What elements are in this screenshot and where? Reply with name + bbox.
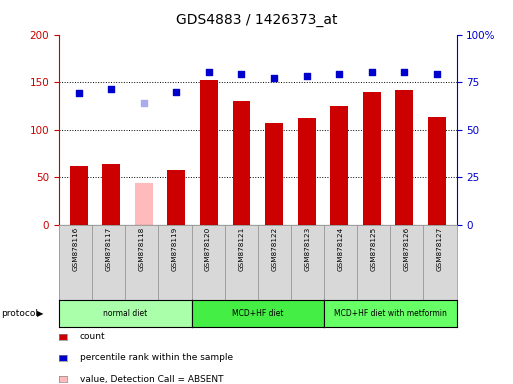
Point (303, 73, 311, 79)
Point (400, 69, 408, 75)
Point (368, 69, 376, 75)
Bar (232, 101, 250, 225)
Text: ▶: ▶ (37, 309, 44, 318)
Point (238, 71, 246, 78)
Text: GSM878126: GSM878126 (404, 227, 410, 271)
Point (140, 100, 148, 106)
Text: protocol: protocol (1, 309, 38, 318)
Bar (135, 183, 153, 225)
Text: percentile rank within the sample: percentile rank within the sample (80, 353, 232, 362)
Text: MCD+HF diet: MCD+HF diet (232, 309, 284, 318)
Text: GSM878124: GSM878124 (338, 227, 344, 271)
Bar (200, 80, 218, 225)
Point (270, 75, 278, 81)
Point (172, 89, 181, 95)
Text: GSM878121: GSM878121 (238, 227, 244, 271)
Text: GSM878118: GSM878118 (139, 227, 145, 271)
Text: GSM878127: GSM878127 (437, 227, 443, 271)
Text: count: count (80, 332, 105, 341)
Point (107, 86, 115, 92)
Bar (167, 169, 185, 225)
Bar (330, 106, 348, 225)
Text: GSM878122: GSM878122 (271, 227, 278, 271)
Point (433, 71, 441, 78)
Text: GSM878119: GSM878119 (172, 227, 178, 271)
Text: GSM878123: GSM878123 (305, 227, 310, 271)
Bar (428, 117, 446, 225)
Text: GSM878117: GSM878117 (106, 227, 112, 271)
Point (74, 90, 83, 96)
Text: normal diet: normal diet (103, 309, 147, 318)
Text: GDS4883 / 1426373_at: GDS4883 / 1426373_at (176, 13, 337, 27)
Text: value, Detection Call = ABSENT: value, Detection Call = ABSENT (80, 374, 223, 384)
Bar (70, 166, 88, 225)
Bar (265, 123, 283, 225)
Text: GSM878125: GSM878125 (371, 227, 377, 271)
Bar (298, 118, 315, 225)
Bar (363, 92, 381, 225)
Point (205, 69, 213, 75)
Text: GSM878120: GSM878120 (205, 227, 211, 271)
Text: GSM878116: GSM878116 (72, 227, 78, 271)
Bar (102, 164, 120, 225)
Text: MCD+HF diet with metformin: MCD+HF diet with metformin (334, 309, 447, 318)
Bar (396, 90, 413, 225)
Point (335, 71, 343, 78)
